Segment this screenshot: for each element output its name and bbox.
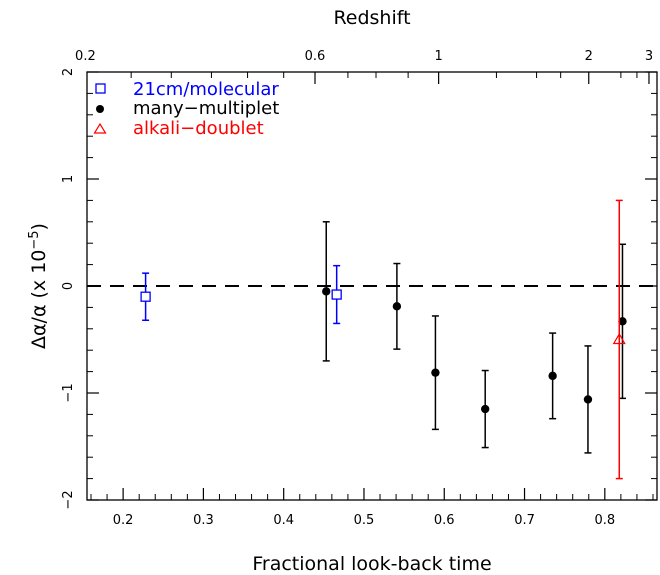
y-tick-label: 0 [61, 282, 76, 290]
y-tick-label: −1 [61, 383, 76, 402]
y-axis-exponent: −5 [27, 230, 42, 249]
legend-label-alkali-doublet: alkali−doublet [133, 118, 264, 139]
top-axis-title: Redshift [333, 7, 410, 29]
y-tick-label: −2 [61, 490, 76, 509]
data-point-circle [618, 317, 627, 326]
data-points [140, 199, 627, 480]
top-tick-label: 0.6 [305, 49, 326, 64]
data-point-circle [583, 395, 593, 404]
legend-marker-triangle [93, 122, 107, 134]
data-point-circle [392, 302, 402, 311]
top-tick-label: 1 [434, 49, 442, 64]
x-tick-label: 0.7 [514, 513, 535, 528]
data-point-circle [322, 287, 331, 296]
top-tick-label: 3 [645, 49, 653, 64]
y-tick-label: 1 [61, 175, 76, 183]
legend-marker-circle [96, 105, 104, 113]
y-tick-label: 2 [61, 68, 76, 76]
legend-label-many-multiplet: many−multiplet [133, 98, 279, 119]
legend-label-21cm: 21cm/molecular [133, 79, 279, 100]
x-tick-label: 0.6 [434, 513, 455, 528]
x-tick-label: 0.4 [273, 513, 294, 528]
x-tick-label: 0.8 [594, 513, 615, 528]
x-tick-label: 0.2 [113, 513, 134, 528]
data-point-triangle [612, 332, 626, 345]
data-point-circle [548, 371, 557, 381]
y-axis-close: ) [28, 223, 50, 230]
legend: 21cm/molecular many−multiplet alkali−dou… [93, 79, 279, 139]
data-point-square [331, 289, 342, 300]
tick-labels: 0.2 0.3 0.4 0.5 0.6 0.7 0.8 2 1 0 −1 −2 0.2 0.6 1 2 3 [61, 49, 653, 528]
top-tick-label: 2 [585, 49, 593, 64]
legend-marker-square [95, 83, 106, 94]
tick-marks [87, 71, 657, 501]
y-axis-title: Δα/α (x 10−5) [27, 223, 50, 349]
x-tick-label: 0.3 [193, 513, 214, 528]
data-point-circle [480, 404, 490, 414]
data-point-square [140, 291, 151, 302]
top-tick-label: 0.2 [75, 49, 96, 64]
data-point-circle [431, 368, 440, 377]
x-axis-title: Fractional look-back time [252, 553, 491, 575]
x-tick-label: 0.5 [354, 513, 375, 528]
